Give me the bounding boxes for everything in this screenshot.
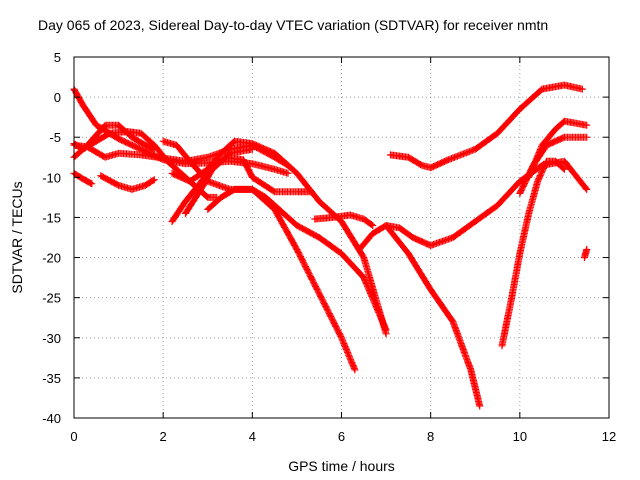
y-tick-label: 5	[54, 50, 61, 65]
x-axis-label: GPS time / hours	[288, 458, 395, 474]
series-arc-19	[581, 246, 591, 262]
y-tick-label: -35	[42, 371, 61, 386]
y-tick-label: -25	[42, 291, 61, 306]
series-marks	[382, 157, 591, 249]
y-tick-label: -5	[49, 130, 61, 145]
x-tick-label: 12	[602, 429, 616, 444]
series-marks	[387, 81, 586, 172]
series-marks	[204, 185, 390, 334]
series-marks	[311, 211, 377, 229]
series-arc-12	[311, 211, 377, 229]
x-tick-label: 0	[70, 429, 77, 444]
series-arc-7	[159, 137, 359, 374]
y-tick-label: -10	[42, 170, 61, 185]
series-arc-6	[97, 172, 158, 193]
series-arc-17	[516, 133, 591, 197]
x-tick-label: 6	[338, 429, 345, 444]
y-axis-label: SDTVAR / TECUs	[9, 181, 25, 293]
x-tick-label: 10	[513, 429, 527, 444]
x-tick-label: 2	[160, 429, 167, 444]
series-marks	[168, 137, 390, 338]
series-arc-16	[498, 157, 568, 350]
series-marks	[525, 117, 591, 181]
series-arc-15	[387, 81, 586, 172]
y-tick-label: -30	[42, 331, 61, 346]
data-series	[70, 81, 591, 410]
chart-title: Day 065 of 2023, Sidereal Day-to-day VTE…	[38, 17, 548, 33]
y-tick-label: 0	[54, 90, 61, 105]
y-tick-label: -20	[42, 251, 61, 266]
series-arc-10	[182, 153, 314, 217]
axis-ticks: 0 2 4 6 8 10 12 5 0 -5 -10 -15 -20 -25 -30 -35 -40	[42, 50, 616, 444]
series-marks	[182, 153, 314, 217]
series-arc-8	[168, 137, 390, 338]
grid-lines	[74, 57, 609, 418]
y-tick-label: -40	[42, 411, 61, 426]
series-arc-18	[525, 117, 591, 181]
x-tick-label: 8	[427, 429, 434, 444]
series-marks	[355, 222, 484, 410]
y-tick-label: -15	[42, 210, 61, 225]
series-arc-11	[204, 185, 390, 334]
series-marks	[97, 172, 158, 193]
series-marks	[516, 133, 591, 197]
series-arc-14	[382, 157, 591, 249]
series-arc-13	[355, 222, 484, 410]
series-marks	[498, 157, 568, 350]
x-tick-label: 4	[249, 429, 256, 444]
series-marks	[581, 246, 591, 262]
series-marks	[159, 137, 359, 374]
